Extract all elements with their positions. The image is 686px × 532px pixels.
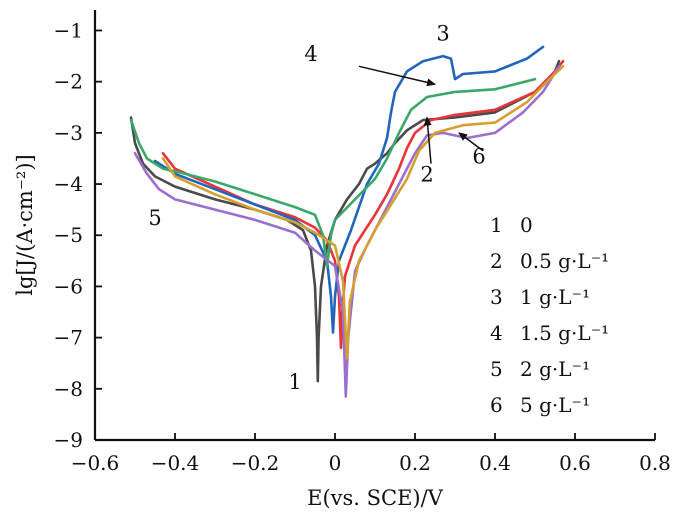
legend: 1 02 0.5 g·L⁻¹ 3 1 g·L⁻¹ 4 1.5 g·L⁻¹ 5 2 g·L⁻¹ 6 5… [490,213,609,417]
y-tick-label: −6 [54,274,83,298]
x-tick-label: 0.2 [399,451,431,475]
legend-number-1: 1 [490,213,503,237]
series-2-line [161,59,565,350]
legend-concentration-6: 5 g·L⁻¹ [520,393,590,417]
legend-concentration-2: 0.5 g·L⁻¹ [520,249,609,273]
curve-label-3: 3 [436,22,449,46]
arrow-curve-4 [358,65,436,87]
series-4-line [129,77,537,268]
x-tick-label: 0.8 [639,451,671,475]
curve-label-4: 4 [304,42,317,66]
legend-concentration-4: 1.5 g·L⁻¹ [520,321,609,345]
x-tick-label: 0.6 [559,451,591,475]
x-tick-label: −0.2 [231,451,280,475]
arrow-curve-6 [458,132,484,152]
x-tick-label: 0.4 [479,451,511,475]
annotation-layer: 1 2 3 4 5 6 [148,22,485,394]
curve-label-5: 5 [148,206,161,230]
curve-label-6: 6 [472,145,485,169]
y-axis-title: lg[J/(A·cm⁻²)] [13,154,37,295]
legend-number-4: 4 [490,321,503,345]
series-3-line [153,45,545,334]
legend-concentration-3: 1 g·L⁻¹ [520,285,590,309]
legend-concentration-1: 0 [520,213,533,237]
legend-number-5: 5 [490,357,503,381]
series-5-line [133,65,561,398]
arrow-curve-2 [423,116,432,164]
series-layer [129,45,565,398]
y-tick-label: −8 [54,377,83,401]
y-tick-label: −9 [54,428,83,452]
series-6-line [161,65,565,360]
legend-concentration-5: 2 g·L⁻¹ [520,357,590,381]
x-tick-label: 0 [329,451,342,475]
legend-number-6: 6 [490,393,503,417]
y-tick-label: −1 [54,18,83,42]
curve-label-1: 1 [288,370,301,394]
y-tick-label: −7 [54,326,83,350]
x-axis-title: E(vs. SCE)/V [307,486,444,510]
y-tick-label: −3 [54,121,83,145]
legend-number-3: 3 [490,285,503,309]
y-tick-label: −4 [54,172,83,196]
legend-number-2: 2 [490,249,503,273]
curve-label-2: 2 [420,162,433,186]
x-tick-label: −0.4 [151,451,200,475]
x-tick-label: −0.6 [71,451,120,475]
y-tick-label: −5 [54,223,83,247]
y-tick-label: −2 [54,70,83,94]
axes: −0.6 −0.4 −0.2 0 0.2 0.4 0.6 0.8 −9 −8 −7 −6 −5 −4 −3 −… [54,10,671,475]
